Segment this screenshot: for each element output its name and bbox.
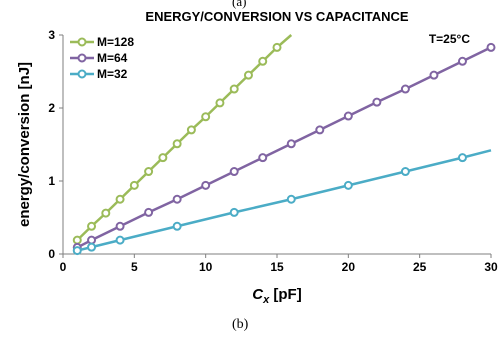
data-point [158, 153, 168, 163]
data-point [172, 194, 182, 204]
caption-bottom: (b) [232, 317, 249, 332]
legend-marker [77, 53, 87, 63]
series-m-128: M=128 [70, 34, 293, 245]
data-point [486, 42, 496, 52]
data-point [372, 97, 382, 107]
data-point [429, 70, 439, 80]
data-point [144, 167, 154, 177]
legend-marker [77, 69, 87, 79]
data-point [101, 208, 111, 218]
data-point [172, 139, 182, 149]
temperature-annotation: T=25°C [429, 32, 470, 46]
data-point [115, 194, 125, 204]
data-point [343, 111, 353, 121]
data-point [258, 56, 268, 66]
y-tick-label: 1 [48, 174, 55, 188]
data-point [129, 180, 139, 190]
x-tick-label: 15 [270, 260, 284, 274]
data-point [215, 98, 225, 108]
data-point [229, 207, 239, 217]
data-point [457, 153, 467, 163]
data-point [144, 207, 154, 217]
data-point [315, 125, 325, 135]
data-point [201, 180, 211, 190]
data-point [87, 242, 97, 252]
y-axis-label: energy/conversion [nJ] [16, 62, 33, 227]
data-point [343, 180, 353, 190]
y-tick-label: 2 [48, 101, 55, 115]
x-axis-label: Cx [pF] [252, 286, 301, 306]
series-line [76, 34, 293, 242]
legend-label: M=32 [97, 67, 128, 81]
legend-label: M=128 [97, 35, 134, 49]
data-point [87, 235, 97, 245]
series-m-32: M=32 [70, 67, 492, 256]
x-tick-label: 5 [131, 260, 138, 274]
data-point [286, 194, 296, 204]
y-tick-label: 0 [48, 247, 55, 261]
data-point [186, 125, 196, 135]
data-point [258, 153, 268, 163]
x-tick-label: 20 [342, 260, 356, 274]
data-point [87, 221, 97, 231]
series-line [76, 46, 492, 249]
data-point [286, 139, 296, 149]
data-point [243, 70, 253, 80]
data-point [229, 84, 239, 94]
x-tick-label: 25 [413, 260, 427, 274]
data-point [115, 235, 125, 245]
legend-label: M=64 [97, 51, 128, 65]
y-tick-label: 3 [48, 28, 55, 42]
data-point [400, 84, 410, 94]
data-point [72, 235, 82, 245]
data-point [201, 112, 211, 122]
data-point [457, 56, 467, 66]
x-tick-label: 30 [484, 260, 498, 274]
legend-marker [77, 37, 87, 47]
x-tick-label: 0 [60, 260, 67, 274]
data-point [172, 221, 182, 231]
data-point [400, 167, 410, 177]
data-point [72, 246, 82, 256]
series-line [76, 149, 492, 252]
chart-title: ENERGY/CONVERSION VS CAPACITANCE [145, 9, 408, 24]
data-point [272, 42, 282, 52]
data-point [115, 221, 125, 231]
series-m-64: M=64 [70, 42, 496, 252]
caption-top: (a) [232, 0, 247, 9]
x-tick-label: 10 [199, 260, 213, 274]
data-point [229, 167, 239, 177]
